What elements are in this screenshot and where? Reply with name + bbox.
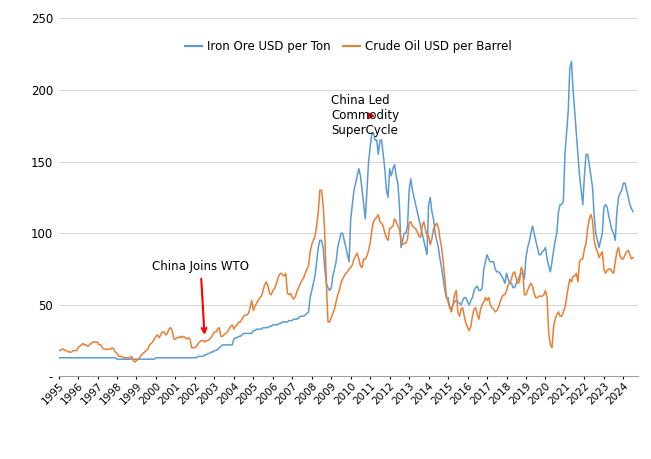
Line: Crude Oil USD per Barrel: Crude Oil USD per Barrel — [59, 190, 633, 362]
Crude Oil USD per Barrel — [571, 274, 579, 279]
Iron Ore USD per Ton — [337, 230, 345, 236]
Crude Oil USD per Barrel — [131, 359, 139, 365]
Iron Ore USD per Ton — [189, 355, 197, 360]
Crude Oil USD per Barrel — [339, 276, 346, 282]
Iron Ore USD per Ton — [113, 357, 121, 362]
Line: Iron Ore USD per Ton: Iron Ore USD per Ton — [59, 62, 633, 359]
Iron Ore USD per Ton — [55, 355, 62, 360]
Iron Ore USD per Ton — [630, 209, 637, 214]
Text: China Led
Commodity
SuperCycle: China Led Commodity SuperCycle — [331, 94, 399, 137]
Iron Ore USD per Ton — [571, 109, 579, 114]
Legend: Iron Ore USD per Ton, Crude Oil USD per Barrel: Iron Ore USD per Ton, Crude Oil USD per … — [180, 35, 516, 57]
Iron Ore USD per Ton — [98, 355, 106, 360]
Crude Oil USD per Barrel — [316, 187, 324, 193]
Crude Oil USD per Barrel — [55, 348, 62, 353]
Crude Oil USD per Barrel — [98, 345, 106, 351]
Iron Ore USD per Ton — [149, 357, 157, 362]
Iron Ore USD per Ton — [568, 59, 575, 64]
Crude Oil USD per Barrel — [149, 339, 157, 345]
Crude Oil USD per Barrel — [630, 255, 637, 260]
Crude Oil USD per Barrel — [374, 212, 382, 217]
Text: China Joins WTO: China Joins WTO — [152, 260, 249, 333]
Iron Ore USD per Ton — [373, 137, 381, 143]
Crude Oil USD per Barrel — [189, 345, 197, 351]
